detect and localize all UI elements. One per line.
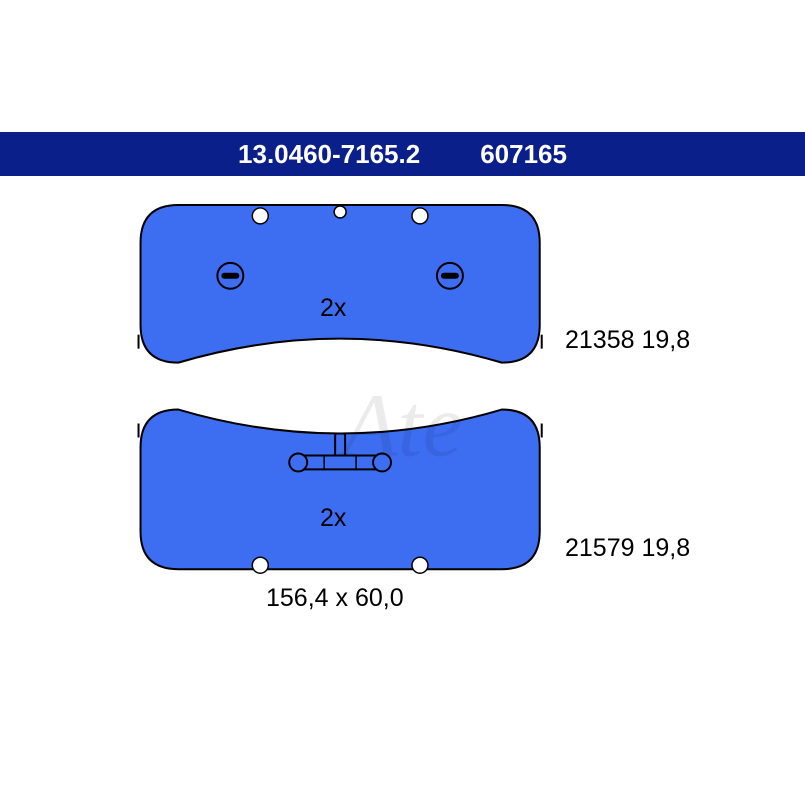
header-short-code: 607165: [480, 139, 567, 170]
diagram-area: Ate 2x 21358 19,8 2x 21579 19,8 156,4 x …: [0, 176, 805, 675]
lower-side-label: 21579 19,8: [565, 534, 690, 563]
header-part-number: 13.0460-7165.2: [238, 139, 420, 170]
upper-qty-label: 2x: [320, 294, 346, 323]
lower-qty-label: 2x: [320, 504, 346, 533]
header-bar: 13.0460-7165.2 607165: [0, 132, 805, 176]
dimensions-label: 156,4 x 60,0: [266, 584, 404, 613]
upper-side-label: 21358 19,8: [565, 326, 690, 355]
